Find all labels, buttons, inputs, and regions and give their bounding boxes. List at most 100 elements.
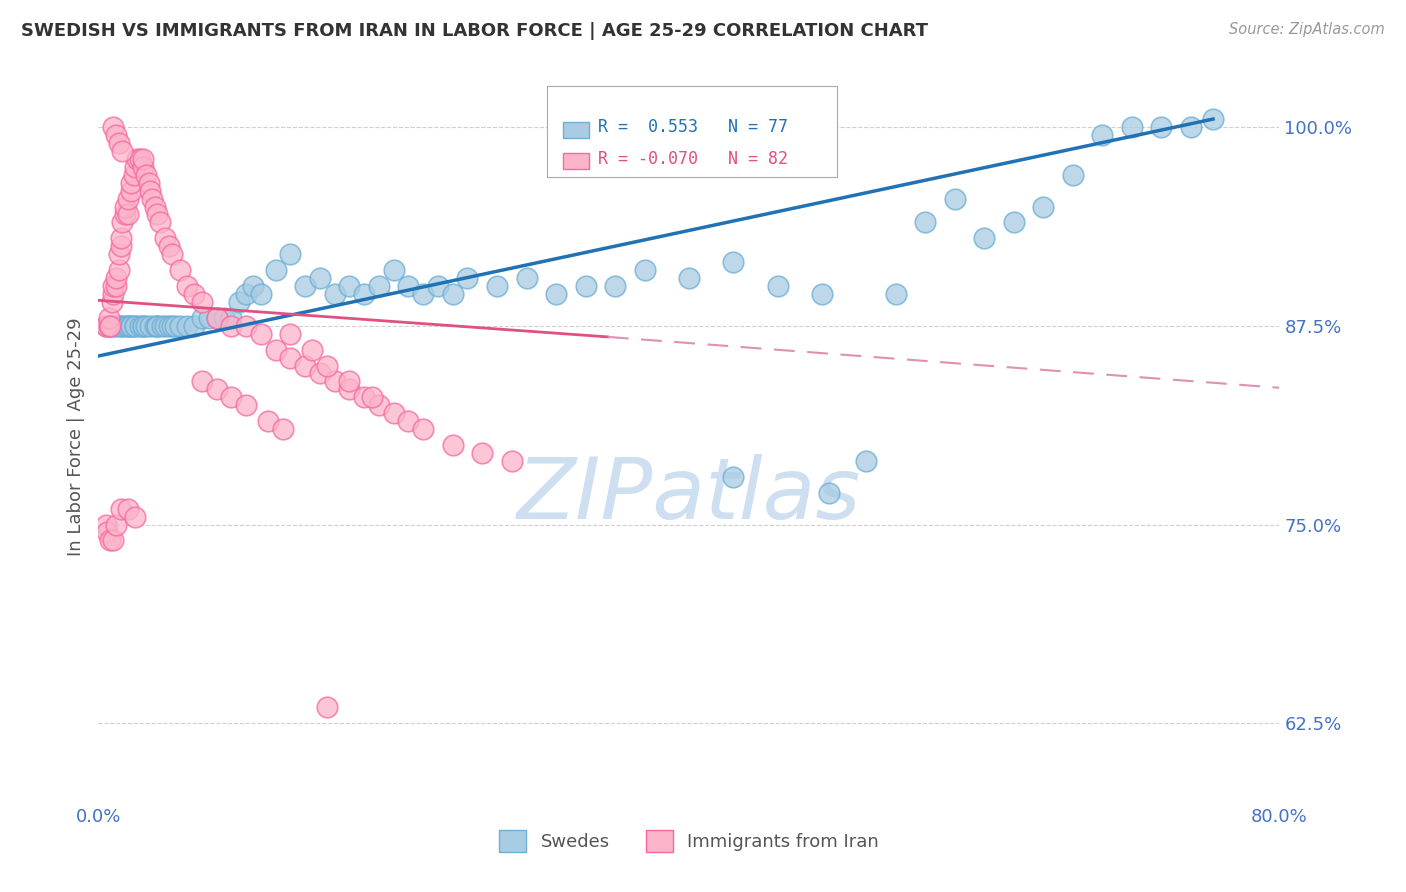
Point xyxy=(309,271,332,285)
Point xyxy=(250,287,273,301)
Point xyxy=(382,406,405,420)
Text: R = -0.070   N = 82: R = -0.070 N = 82 xyxy=(598,150,787,168)
Point xyxy=(360,390,382,404)
Point xyxy=(162,318,183,333)
Point xyxy=(471,446,494,460)
Point xyxy=(914,215,936,229)
Point xyxy=(1150,120,1173,134)
Point xyxy=(132,160,155,174)
Point xyxy=(301,343,323,357)
Point xyxy=(135,318,157,333)
Point xyxy=(103,287,125,301)
Point xyxy=(634,263,657,277)
Point xyxy=(108,263,131,277)
Point xyxy=(1032,200,1054,214)
Point xyxy=(105,318,128,333)
Point xyxy=(108,136,131,150)
Point xyxy=(316,700,339,714)
Point xyxy=(146,318,169,333)
Point xyxy=(169,318,191,333)
Point xyxy=(98,318,121,333)
Point xyxy=(221,318,243,333)
Point xyxy=(105,128,128,142)
Point xyxy=(157,318,180,333)
Point xyxy=(323,287,346,301)
Point xyxy=(855,454,877,468)
Point xyxy=(98,533,121,548)
Point xyxy=(138,176,160,190)
Point xyxy=(139,184,162,198)
Point xyxy=(191,294,214,309)
Point xyxy=(103,120,125,134)
Point xyxy=(165,318,187,333)
Point xyxy=(1002,215,1025,229)
Point xyxy=(221,310,243,325)
Point xyxy=(111,215,134,229)
Point xyxy=(339,383,361,397)
Point xyxy=(110,239,132,253)
Point xyxy=(114,318,136,333)
Point xyxy=(191,375,214,389)
Point xyxy=(117,192,139,206)
Point xyxy=(235,398,257,412)
Point xyxy=(235,287,257,301)
Point xyxy=(382,263,405,277)
Point xyxy=(678,271,700,285)
Point xyxy=(162,247,183,261)
Point xyxy=(103,318,125,333)
Point xyxy=(412,287,434,301)
Point xyxy=(191,310,214,325)
Point xyxy=(150,318,173,333)
Point xyxy=(605,279,627,293)
Point xyxy=(117,501,139,516)
Point xyxy=(316,359,339,373)
Point xyxy=(157,239,180,253)
Y-axis label: In Labor Force | Age 25-29: In Labor Force | Age 25-29 xyxy=(66,318,84,557)
Point xyxy=(264,263,287,277)
Point xyxy=(264,343,287,357)
Point xyxy=(117,318,139,333)
Point xyxy=(323,375,346,389)
Point xyxy=(122,168,145,182)
Point xyxy=(105,517,128,532)
Point xyxy=(149,215,172,229)
Point xyxy=(250,326,273,341)
Point xyxy=(368,398,391,412)
Point xyxy=(723,255,745,269)
Point xyxy=(235,318,257,333)
Point xyxy=(1202,112,1225,126)
Point xyxy=(198,310,221,325)
Point xyxy=(128,152,150,166)
Point xyxy=(294,359,316,373)
Point xyxy=(111,144,134,158)
Point xyxy=(100,294,122,309)
Point xyxy=(120,184,142,198)
Text: ZIPatlas: ZIPatlas xyxy=(517,454,860,537)
Point xyxy=(242,279,264,293)
Point xyxy=(108,247,131,261)
Point xyxy=(546,287,568,301)
Point xyxy=(486,279,509,293)
Point xyxy=(146,207,169,221)
Point xyxy=(110,318,132,333)
Point xyxy=(441,287,464,301)
Point xyxy=(412,422,434,436)
Point xyxy=(575,279,598,293)
Point xyxy=(114,207,136,221)
Point xyxy=(309,367,332,381)
Point xyxy=(723,470,745,484)
Point xyxy=(132,318,155,333)
Point xyxy=(353,390,375,404)
Point xyxy=(110,501,132,516)
Point xyxy=(818,485,841,500)
Point xyxy=(271,422,294,436)
Point xyxy=(205,310,228,325)
Point xyxy=(103,279,125,293)
Point xyxy=(176,318,198,333)
Point xyxy=(141,192,163,206)
Point xyxy=(339,279,361,293)
Point xyxy=(97,318,120,333)
Point xyxy=(132,152,155,166)
Point xyxy=(128,318,150,333)
Point xyxy=(339,375,361,389)
